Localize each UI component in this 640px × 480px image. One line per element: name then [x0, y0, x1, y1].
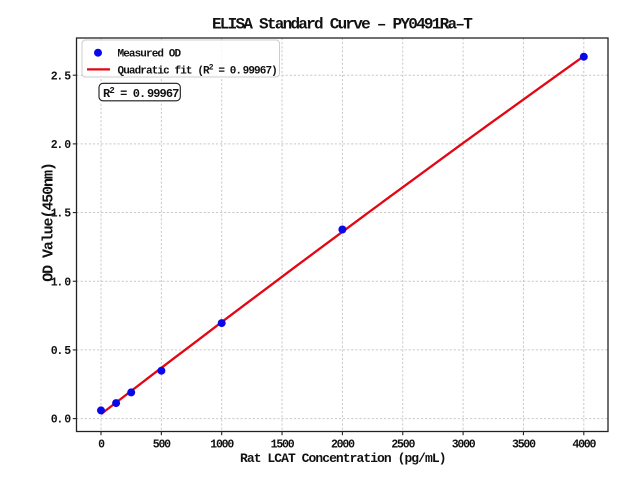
svg-text:1.0: 1. 0 — [51, 276, 72, 289]
svg-text:Rat LCAT Concentration (pg/mL): Rat LCAT Concentration (pg/mL) — [240, 451, 446, 466]
svg-text:0: 0 — [98, 438, 105, 451]
svg-text:4000: 4000 — [572, 438, 596, 451]
svg-text:2000: 2000 — [331, 438, 355, 451]
svg-text:1500: 1500 — [271, 438, 295, 451]
svg-text:0.5: 0. 5 — [51, 345, 72, 358]
svg-text:1.5: 1. 5 — [51, 208, 72, 221]
svg-text:2.5: 2. 5 — [51, 70, 72, 83]
svg-text:2500: 2500 — [391, 438, 415, 451]
svg-text:ELISA Standard Curve – PY0491R: ELISA Standard Curve – PY0491Ra–T — [212, 16, 473, 34]
svg-text:Measured OD: Measured OD — [118, 49, 182, 61]
svg-text:1000: 1000 — [210, 438, 234, 451]
svg-text:OD Value(450nm): OD Value(450nm) — [41, 163, 58, 282]
svg-text:3000: 3000 — [452, 438, 476, 451]
svg-text:Quadratic fit (R2 = 0.99967): Quadratic fit (R2 = 0. 99967) — [118, 64, 277, 78]
svg-text:0.0: 0. 0 — [51, 414, 72, 427]
svg-text:2.0: 2. 0 — [51, 139, 72, 152]
svg-text:3500: 3500 — [512, 438, 536, 451]
svg-text:500: 500 — [153, 438, 171, 451]
svg-text:R2 = 0.99967: R2 = 0. 99967 — [103, 86, 179, 101]
